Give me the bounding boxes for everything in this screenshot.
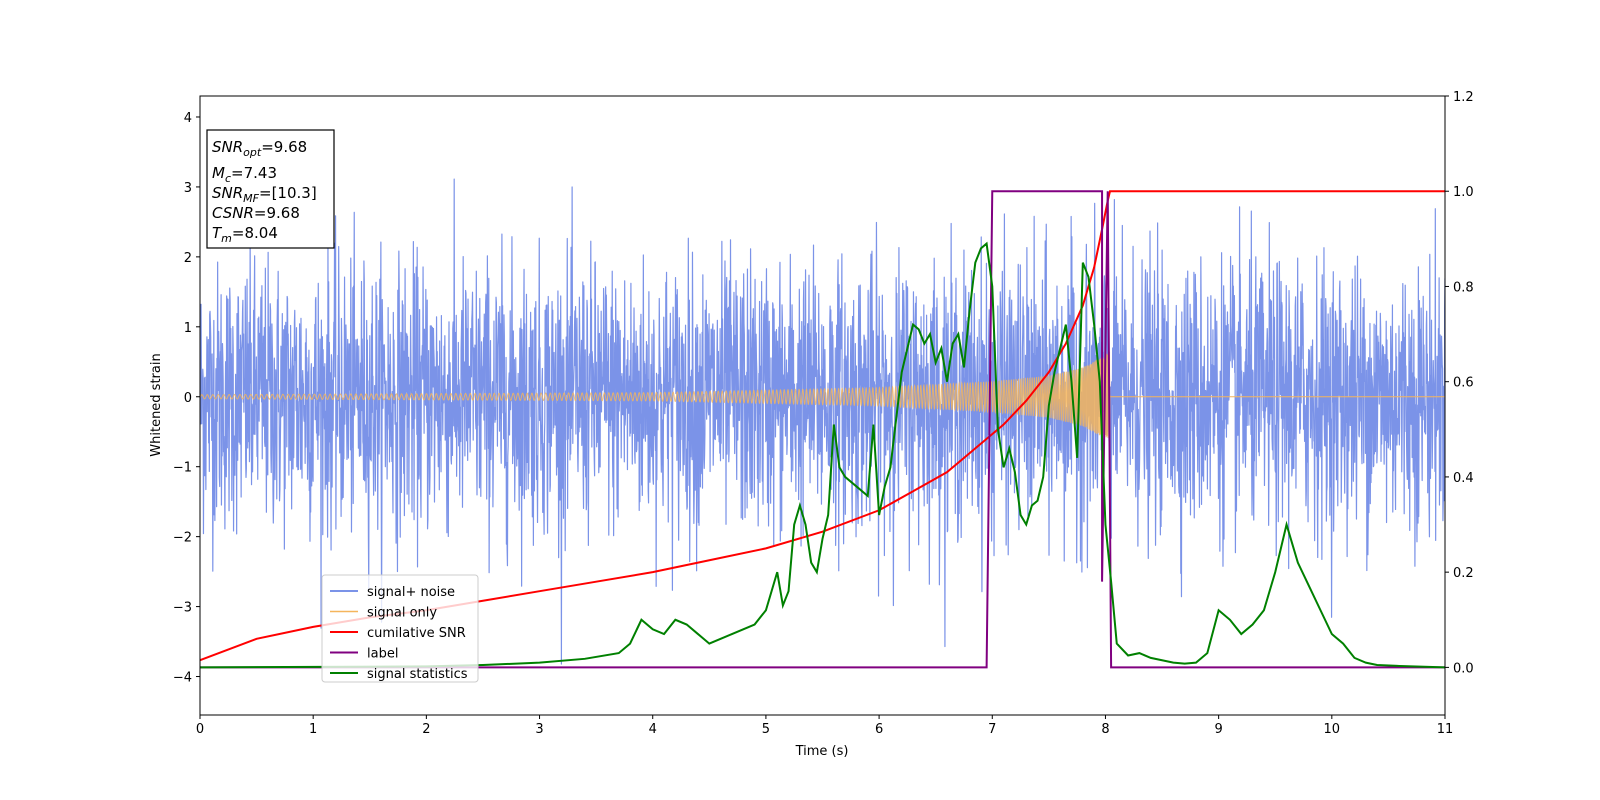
legend: signal+ noise signal only cumilative SNR la… (321, 574, 479, 683)
x-tick-label: 10 (1324, 722, 1341, 737)
legend-label: signal+ noise (367, 585, 455, 600)
series-signal-noise (200, 178, 1445, 665)
plot-frame (199, 95, 1446, 716)
x-tick-label: 5 (762, 722, 770, 737)
y-left-tick-label: −1 (173, 461, 192, 476)
y-right-tick-label: 0.4 (1453, 471, 1474, 486)
series-label (200, 190, 1445, 669)
y-left-tick-label: −3 (173, 601, 192, 616)
y-left-tick-label: 0 (184, 391, 192, 406)
x-tick-label: 0 (196, 722, 204, 737)
y-left-tick-label: 2 (184, 251, 192, 266)
y-axis-left: 4 3 2 1 0 −1 −2 −3 −4 (173, 111, 200, 686)
legend-entry: signal only (330, 606, 437, 621)
stats-line-mc: Mc=7.43 (212, 164, 277, 185)
x-tick-label: 1 (309, 722, 317, 737)
y-left-tick-label: 1 (184, 321, 192, 336)
stats-line-csnr: CSNR=9.68 (212, 204, 300, 222)
x-tick-label: 8 (1101, 722, 1109, 737)
y-right-tick-label: 0.2 (1453, 566, 1474, 581)
x-tick-label: 2 (422, 722, 430, 737)
stats-box: SNRopt=9.68 Mc=7.43 SNRMF=[10.3] CSNR=9.… (206, 129, 335, 249)
y-right-tick-label: 1.0 (1453, 185, 1474, 200)
x-axis-label: Time (s) (795, 744, 849, 759)
stats-line-snr-opt: SNRopt=9.68 (212, 138, 307, 159)
x-tick-label: 9 (1214, 722, 1222, 737)
y-right-tick-label: 0.8 (1453, 280, 1474, 295)
legend-entry: signal statistics (330, 667, 468, 682)
legend-label: cumilative SNR (367, 626, 466, 641)
legend-entry: signal+ noise (330, 585, 455, 600)
x-tick-label: 11 (1437, 722, 1454, 737)
y-right-tick-label: 0.0 (1453, 661, 1474, 676)
y-axis-right: 1.2 1.0 0.8 0.6 0.4 0.2 0.0 (1445, 90, 1474, 676)
series-signal-only (200, 351, 1111, 443)
stats-line-tm: Tm=8.04 (212, 224, 278, 245)
y-axis-left-label: Whitened strain (149, 353, 164, 456)
y-left-tick-label: 4 (184, 111, 192, 126)
x-axis: 0 1 2 3 4 5 6 7 8 9 10 11 (196, 715, 1453, 737)
legend-entry: cumilative SNR (330, 626, 466, 641)
legend-entry: label (330, 647, 398, 662)
x-tick-label: 3 (535, 722, 543, 737)
x-tick-label: 7 (988, 722, 996, 737)
legend-label: signal statistics (367, 667, 468, 682)
x-tick-label: 4 (649, 722, 657, 737)
y-left-tick-label: −2 (173, 531, 192, 546)
y-right-tick-label: 1.2 (1453, 90, 1474, 105)
stats-line-snr-mf: SNRMF=[10.3] (212, 184, 317, 205)
y-left-tick-label: −4 (173, 671, 192, 686)
series-signal-statistics (200, 241, 1445, 669)
y-left-tick-label: 3 (184, 181, 192, 196)
legend-label: signal only (367, 606, 437, 621)
legend-label: label (367, 647, 398, 662)
x-tick-label: 6 (875, 722, 883, 737)
y-right-tick-label: 0.6 (1453, 376, 1474, 391)
